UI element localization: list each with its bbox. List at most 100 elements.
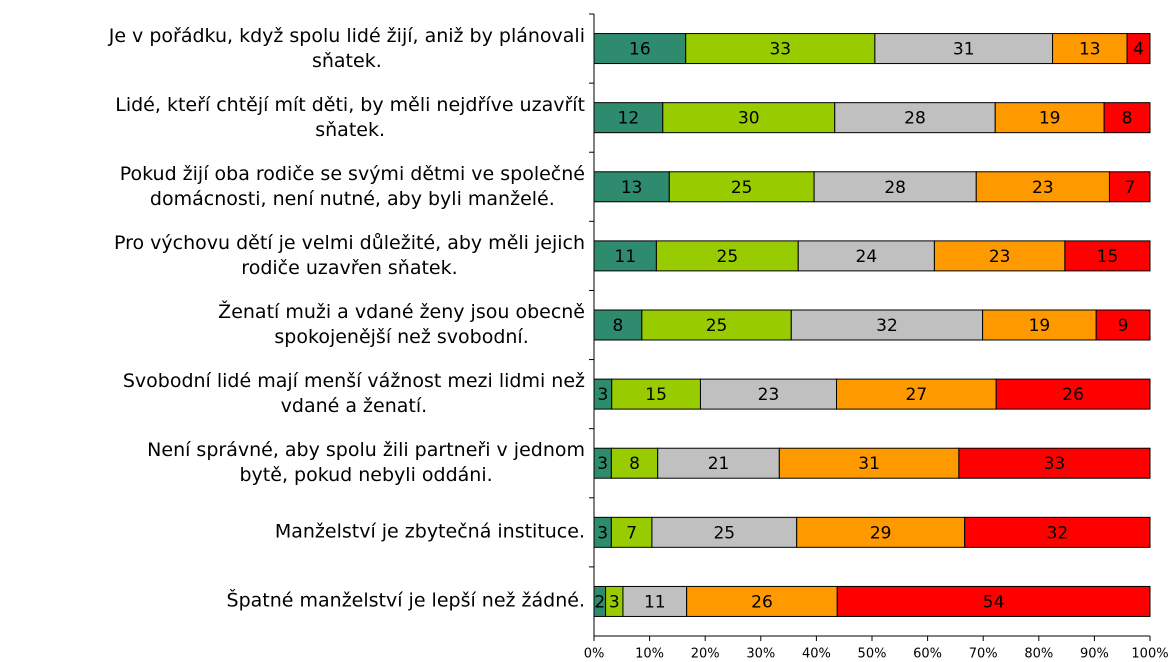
data-label: 7 (626, 523, 637, 543)
category-label: Svobodní lidé mají menší vážnost mezi li… (122, 370, 585, 418)
data-label: 15 (1097, 247, 1119, 267)
bar-segment (593, 240, 657, 272)
bar-segment (1126, 33, 1151, 65)
x-tick-label: 50% (858, 647, 887, 662)
bar-segment (685, 33, 876, 65)
x-tick-label: 80% (1024, 647, 1053, 662)
data-label: 12 (618, 109, 640, 129)
bar-segment (622, 585, 688, 617)
data-label: 7 (1124, 178, 1135, 198)
data-label: 31 (858, 454, 880, 474)
data-label: 8 (629, 454, 640, 474)
bar-segment (610, 516, 653, 548)
data-label: 23 (758, 385, 780, 405)
data-label: 11 (644, 592, 666, 612)
bar-segment (1095, 309, 1151, 341)
data-label: 13 (621, 178, 643, 198)
data-label: 19 (1039, 109, 1061, 129)
bar-segment (1108, 171, 1151, 203)
category-label: Pro výchovu dětí je velmi důležité, aby … (113, 231, 585, 279)
bar-segment (790, 309, 984, 341)
bar-segment (933, 240, 1066, 272)
data-label: 21 (708, 454, 730, 474)
data-label: 29 (870, 523, 892, 543)
bar-segment (593, 33, 687, 65)
data-label: 33 (1044, 454, 1066, 474)
bar-segment (611, 378, 701, 410)
bar-segment (874, 33, 1054, 65)
data-label: 3 (597, 523, 608, 543)
data-label: 25 (706, 316, 728, 336)
category-label: Ženatí muži a vdané ženy jsou obecně spo… (218, 301, 585, 348)
category-label: Manželství je zbytečná instituce. (274, 520, 585, 543)
data-label: 11 (614, 247, 636, 267)
data-label: 8 (612, 316, 623, 336)
bar-segment (593, 171, 670, 203)
data-label: 26 (751, 592, 773, 612)
data-label: 15 (645, 385, 667, 405)
bar-segment (668, 171, 815, 203)
data-label: 25 (717, 247, 739, 267)
data-label: 28 (904, 109, 926, 129)
category-label: Je v pořádku, když spolu lidé žijí, aniž… (108, 24, 585, 72)
data-label: 13 (1079, 40, 1101, 60)
data-label: 25 (731, 178, 753, 198)
data-label: 32 (876, 316, 898, 336)
data-label: 16 (629, 40, 651, 60)
bar-segment (651, 516, 798, 548)
data-label: 19 (1029, 316, 1051, 336)
data-label: 32 (1047, 523, 1069, 543)
bar-segment (995, 378, 1151, 410)
data-label: 23 (989, 247, 1011, 267)
data-label: 27 (906, 385, 928, 405)
x-tick-label: 40% (802, 647, 831, 662)
bar-segment (796, 516, 966, 548)
bar-segment (686, 585, 838, 617)
bar-segment (778, 447, 960, 479)
bar-segment (836, 378, 997, 410)
category-label: Pokud žijí oba rodiče se svými dětmi ve … (119, 162, 585, 210)
bar-segment (836, 585, 1151, 617)
data-label: 28 (884, 178, 906, 198)
x-tick-label: 20% (691, 647, 720, 662)
bar-segment (964, 516, 1151, 548)
bar-segment (657, 447, 780, 479)
bar-segment (994, 102, 1105, 134)
x-tick-label: 0% (584, 647, 605, 662)
category-label: Není správné, aby spolu žili partneři v … (147, 439, 585, 487)
data-label: 26 (1062, 385, 1084, 405)
bar-segment (655, 240, 799, 272)
data-label: 8 (1122, 109, 1133, 129)
bar-segment (834, 102, 996, 134)
bar-segment (975, 171, 1110, 203)
data-label: 31 (953, 40, 975, 60)
data-label: 3 (597, 385, 608, 405)
bar-segment (593, 102, 664, 134)
data-label: 4 (1133, 40, 1144, 60)
category-label: Lidé, kteří chtějí mít děti, by měli nej… (115, 93, 585, 141)
x-tick-label: 10% (635, 647, 664, 662)
x-tick-label: 90% (1080, 647, 1109, 662)
bar-segment (1103, 102, 1151, 134)
data-label: 3 (597, 454, 608, 474)
data-label: 9 (1118, 316, 1129, 336)
data-label: 2 (594, 592, 605, 612)
x-tick-label: 100% (1131, 647, 1168, 662)
data-label: 25 (713, 523, 735, 543)
data-label: 54 (983, 592, 1005, 612)
bar-segment (1064, 240, 1151, 272)
data-label: 24 (856, 247, 878, 267)
bar-segment (813, 171, 977, 203)
data-label: 23 (1032, 178, 1054, 198)
bar-segment (958, 447, 1151, 479)
bar-segment (982, 309, 1097, 341)
data-label: 33 (769, 40, 791, 60)
data-label: 30 (738, 109, 760, 129)
x-tick-label: 30% (746, 647, 775, 662)
data-label: 3 (609, 592, 620, 612)
category-label: Špatné manželství je lepší než žádné. (226, 589, 585, 612)
x-tick-label: 70% (969, 647, 998, 662)
x-tick-label: 60% (913, 647, 942, 662)
